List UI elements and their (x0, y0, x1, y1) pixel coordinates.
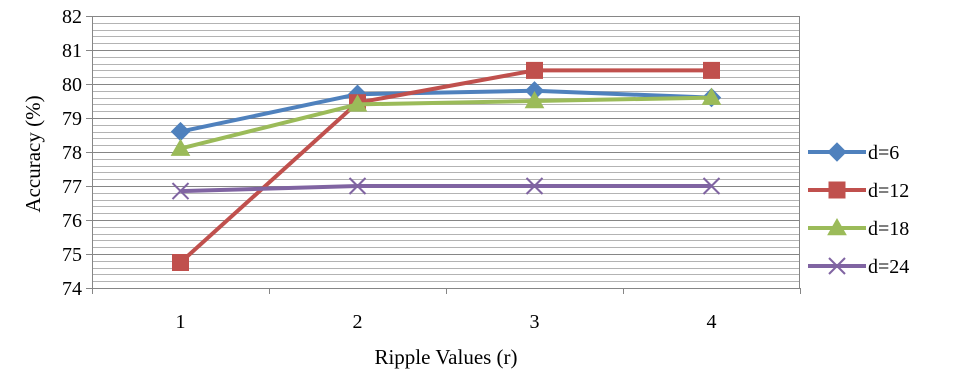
series-d-18 (170, 87, 722, 156)
series-line-d-6 (180, 88, 712, 134)
legend-marker (827, 142, 847, 162)
legend-label: d=24 (868, 256, 909, 278)
data-point-d-12 (172, 254, 189, 271)
series-line-d-12 (179, 68, 712, 264)
y-tick-label: 75 (62, 244, 82, 266)
y-tick-label: 78 (62, 142, 82, 164)
legend-item-d-24: d=24 (808, 256, 909, 278)
x-tick-label: 1 (176, 311, 186, 333)
series-line-d-24 (180, 184, 712, 194)
y-tick-label: 76 (62, 210, 82, 232)
legend-marker (827, 217, 847, 236)
y-tick-label: 80 (62, 74, 82, 96)
data-point-d-12 (526, 61, 543, 79)
legend-label: d=12 (868, 180, 909, 202)
x-tick-label: 2 (353, 311, 363, 333)
data-point-d-18 (347, 94, 368, 112)
y-tick-label: 77 (62, 176, 82, 198)
data-point-d-12 (703, 61, 720, 79)
series-line-d-18 (180, 95, 712, 151)
legend: d=6 d=12 d=18 d=24 (808, 142, 909, 278)
data-point-d-24 (348, 177, 367, 195)
y-tick-label: 82 (62, 6, 82, 28)
x-axis-title: Ripple Values (r) (374, 345, 517, 369)
legend-item-d-18: d=18 (808, 217, 909, 240)
series-group (170, 61, 722, 271)
y-tick-label: 81 (62, 40, 82, 62)
data-point-d-24 (171, 182, 190, 200)
legend-item-d-6: d=6 (808, 142, 899, 164)
x-tick-labels: 1 2 3 4 (176, 311, 717, 333)
legend-label: d=6 (868, 142, 899, 164)
x-tick-label: 3 (530, 311, 540, 333)
y-tick-label: 74 (62, 278, 82, 300)
legend-marker (828, 181, 846, 199)
data-point-d-18 (524, 90, 545, 109)
axes (86, 16, 801, 294)
series-d-24 (171, 177, 721, 200)
y-tick-label: 79 (62, 108, 82, 130)
data-point-d-24 (525, 177, 544, 195)
gridlines (92, 16, 800, 289)
data-point-d-18 (170, 138, 191, 156)
data-point-d-24 (702, 177, 721, 195)
legend-item-d-12: d=12 (808, 180, 909, 202)
x-tick-label: 4 (707, 311, 717, 333)
legend-label: d=18 (868, 218, 909, 240)
y-axis-title: Accuracy (%) (21, 95, 45, 212)
y-tick-labels: 74 75 76 77 78 79 80 81 82 (62, 6, 82, 300)
data-point-d-18 (701, 87, 722, 105)
legend-marker (828, 257, 846, 275)
